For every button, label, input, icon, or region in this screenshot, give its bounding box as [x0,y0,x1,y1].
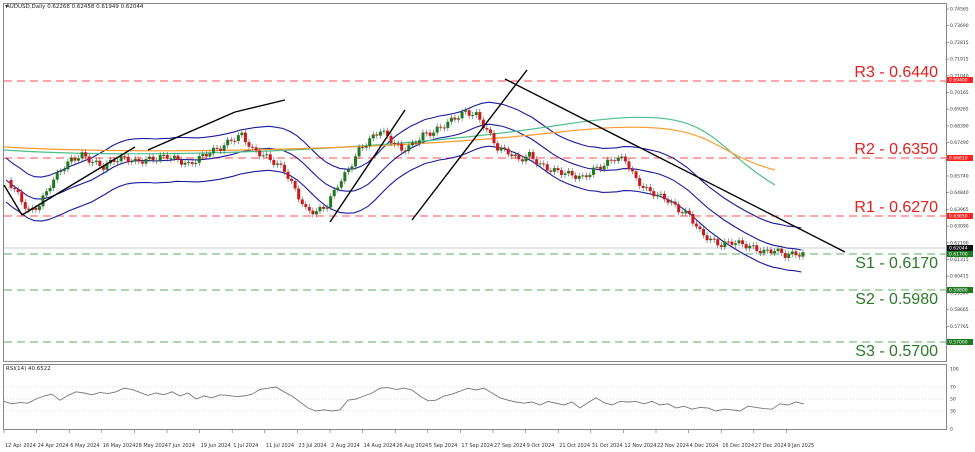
bollinger-bands [3,101,802,273]
trendline [147,111,236,151]
price-tag [947,213,973,219]
rsi-tick: 100 [950,367,959,373]
time-axis: 12 Apr 2024 24 Apr 2024 6 May 2024 16 May 2… [3,430,814,449]
price-tick: 0.70165 [950,90,969,96]
price-tick: 0.65740 [950,174,969,180]
date-tick: 23 Jul 2024 [298,443,326,449]
date-tick: 9 Jan 2025 [787,443,814,449]
date-tick: 1 Jul 2024 [233,443,258,449]
price-tick: 0.63965 [950,207,969,213]
rsi-indicator: 100 70 50 30 0 [3,367,959,433]
level-label: S3 - 0.5700 [855,343,938,360]
rsi-tick: 70 [950,385,956,391]
date-tick: 16 May 2024 [103,443,136,449]
trendline [3,184,23,216]
trendlines [3,69,846,253]
price-tag-label: 0.61700 [949,252,968,258]
date-tick: 31 Oct 2024 [592,443,623,449]
date-tick: 16 Dec 2024 [722,443,754,449]
price-tick: 0.72815 [950,40,969,46]
date-tick: 12 Nov 2024 [624,443,656,449]
date-tick: 6 May 2024 [70,443,99,449]
price-tag-label: 0.59800 [949,288,968,294]
price-tick: 0.74565 [950,7,969,13]
price-tick: 0.61315 [950,257,969,263]
price-tick: 0.60415 [950,274,969,280]
candlesticks [9,107,805,261]
date-tick: 17 Sep 2024 [461,443,493,449]
date-tick: 21 Oct 2024 [559,443,590,449]
collapse-triangle-icon[interactable] [5,5,8,8]
date-tick: 24 Apr 2024 [38,443,69,449]
price-axis: 0.74565 0.73690 0.72815 0.71915 0.71040 0.701… [946,7,973,347]
price-tick: 0.67490 [950,140,969,146]
price-tag-label: 0.57000 [949,340,968,346]
price-tick: 0.62190 [950,240,969,246]
rsi-line [3,386,805,412]
date-tick: 28 May 2024 [135,443,168,449]
main-panel-frame [3,3,947,362]
level-label: R1 - 0.6270 [854,199,938,216]
trendline [234,99,286,113]
date-tick: 4 Dec 2024 [690,443,719,449]
price-tick: 0.63090 [950,224,969,230]
price-tick: 0.57765 [950,324,969,330]
date-tick: 26 Aug 2024 [396,443,428,449]
level-label: R3 - 0.6440 [854,64,938,81]
price-tag [947,245,973,251]
price-tag [947,251,973,257]
price-tag [947,339,973,345]
price-tick: 0.58665 [950,307,969,313]
rsi-tick: 50 [950,397,956,403]
trendline [329,109,406,223]
price-tag [947,77,973,83]
date-tick: 14 Aug 2024 [364,443,396,449]
price-tag-label: 0.66610 [949,156,968,162]
price-tag [947,155,973,161]
trendline [21,146,136,216]
level-label: R2 - 0.6350 [854,141,938,158]
date-tick: 5 Sep 2024 [429,443,458,449]
date-tick: 19 Jun 2024 [201,443,231,449]
price-tick: 0.59540 [950,290,969,296]
level-label: S1 - 0.6170 [855,255,938,272]
rsi-tick: 30 [950,409,956,415]
price-tick: 0.73690 [950,23,969,29]
symbol-header: AUDUSD,Daily 0.62268 0.62458 0.61949 0.6… [6,4,144,10]
price-tag-label: 0.63650 [949,214,968,220]
date-tick: 27 Sep 2024 [494,443,526,449]
trendline [411,69,528,221]
date-tick: 7 Jun 2024 [168,443,195,449]
date-tick: 12 Apr 2024 [5,443,36,449]
price-tag-label: 0.69400 [949,78,968,84]
rsi-tick: 0 [950,427,953,433]
rsi-panel-frame [3,364,947,430]
date-tick: 2 Aug 2024 [331,443,360,449]
price-tick: 0.68390 [950,123,969,129]
date-tick: 11 Jul 2024 [266,443,294,449]
rsi-header: RSI(14) 40.6522 [6,366,51,372]
price-tick: 0.71040 [950,73,969,79]
price-tick: 0.69265 [950,107,969,113]
price-tag-label: 0.62044 [949,246,968,252]
price-tick: 0.64840 [950,190,969,196]
date-tick: 22 Nov 2024 [657,443,689,449]
trendline [504,78,846,253]
price-tick: 0.71915 [950,57,969,63]
date-tick: 9 Oct 2024 [527,443,555,449]
level-label: S2 - 0.5980 [855,291,938,308]
date-tick: 27 Dec 2024 [755,443,787,449]
price-tag [947,287,973,293]
